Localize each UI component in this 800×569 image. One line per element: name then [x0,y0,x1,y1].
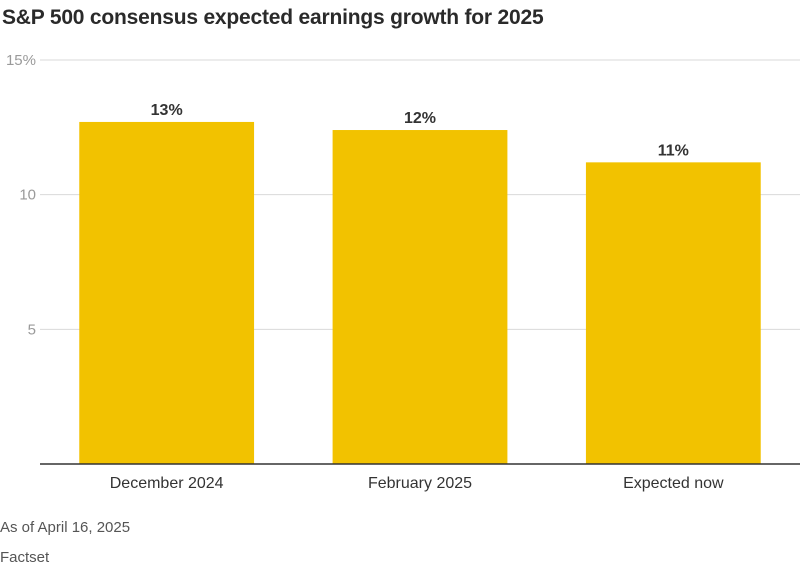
bar-0 [79,121,255,465]
source-label: Factset [0,549,50,566]
category-label-1: February 2025 [368,475,472,492]
data-label-0: 13% [151,102,183,119]
category-label-2: Expected now [623,475,724,492]
category-label-0: December 2024 [110,475,224,492]
bar-2 [585,162,761,464]
y-tick-label-5: 5 [28,321,36,338]
chart-title: S&P 500 consensus expected earnings grow… [2,6,544,29]
data-label-1: 12% [404,110,436,127]
y-tick-label-10: 10 [19,187,36,204]
bar-1 [332,130,508,464]
as-of-note: As of April 16, 2025 [0,519,131,536]
data-label-2: 11% [658,142,689,159]
y-tick-label-15: 15% [6,52,36,69]
